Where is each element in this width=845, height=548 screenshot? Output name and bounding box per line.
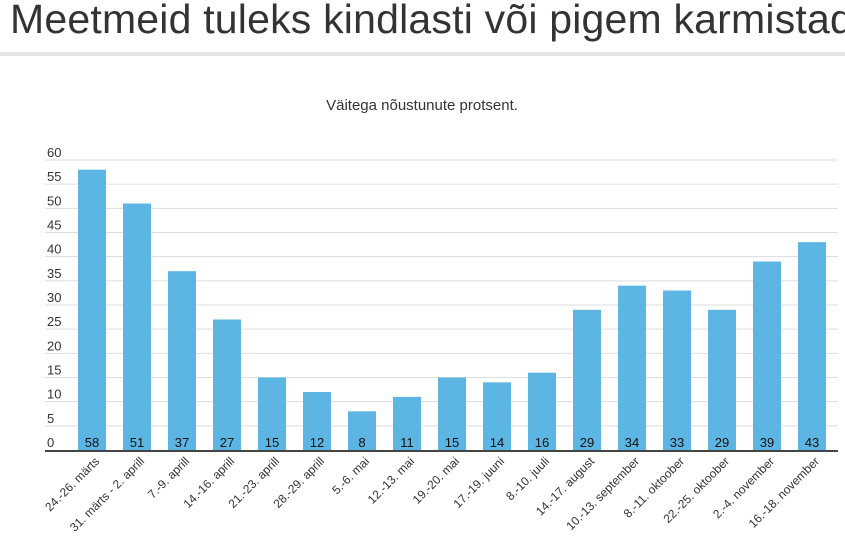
chart-title: Väitega nõustunute protsent.	[326, 97, 518, 114]
y-tick-label: 35	[47, 266, 61, 281]
bar	[213, 319, 241, 450]
bar	[348, 411, 376, 450]
y-tick-label: 25	[47, 314, 61, 329]
bar	[798, 242, 826, 450]
y-tick-label: 40	[47, 242, 61, 257]
data-label: 39	[760, 435, 774, 450]
data-label: 43	[805, 435, 819, 450]
y-tick-label: 5	[47, 411, 54, 426]
data-label: 33	[670, 435, 684, 450]
data-label: 12	[310, 435, 324, 450]
bar	[258, 377, 286, 450]
bar	[618, 285, 646, 450]
y-tick-label: 30	[47, 290, 61, 305]
bar	[438, 377, 466, 450]
data-label: 15	[265, 435, 279, 450]
y-tick-label: 45	[47, 218, 61, 233]
bar	[573, 309, 601, 450]
data-label: 37	[175, 435, 189, 450]
data-label: 29	[715, 435, 729, 450]
bar	[663, 290, 691, 450]
bar	[168, 271, 196, 450]
y-tick-label: 10	[47, 387, 61, 402]
y-tick-label: 20	[47, 338, 61, 353]
y-tick-label: 15	[47, 363, 61, 378]
data-label: 14	[490, 435, 504, 450]
y-tick-label: 55	[47, 169, 61, 184]
y-tick-label: 50	[47, 193, 61, 208]
bar	[393, 396, 421, 450]
y-tick-label: 0	[47, 435, 54, 450]
bar	[708, 309, 736, 450]
x-tick-label: 12.-13. mai	[365, 454, 417, 506]
y-tick-label: 60	[47, 145, 61, 160]
data-label: 29	[580, 435, 594, 450]
bar	[303, 392, 331, 450]
bar	[78, 169, 106, 450]
bar	[753, 261, 781, 450]
data-label: 8	[358, 435, 365, 450]
bar	[528, 372, 556, 450]
data-label: 16	[535, 435, 549, 450]
x-tick-label: 7.-9. aprill	[145, 454, 192, 501]
page-title: Meetmeid tuleks kindlasti või pigem karm…	[10, 0, 845, 42]
data-label: 15	[445, 435, 459, 450]
data-label: 34	[625, 435, 639, 450]
header-divider	[0, 52, 845, 56]
data-label: 11	[400, 435, 414, 450]
x-tick-label: 5.-6. mai	[329, 454, 372, 497]
data-label: 51	[130, 435, 144, 450]
data-label: 27	[220, 435, 234, 450]
data-label: 58	[85, 435, 99, 450]
bar	[123, 203, 151, 450]
bar	[483, 382, 511, 450]
